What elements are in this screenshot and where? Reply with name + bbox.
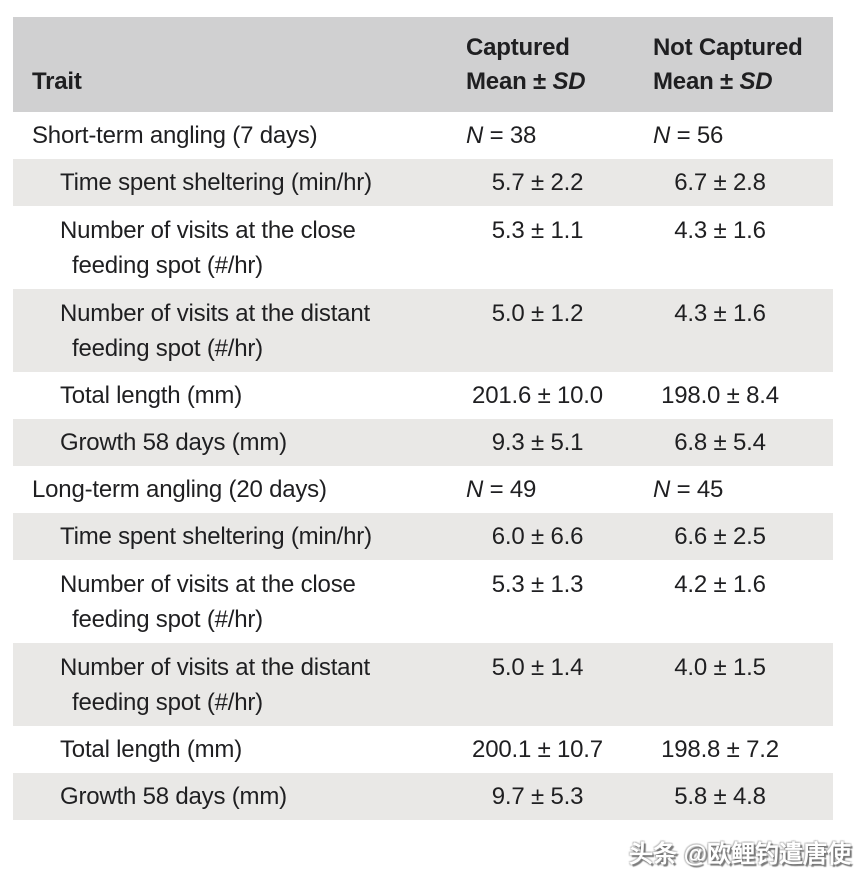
column-header-trait: Trait [32, 68, 82, 95]
captured-cell: 200.1 ± 10.7 [472, 735, 603, 763]
trait-cell: Number of visits at the close feeding spo… [13, 213, 450, 283]
table-row: Number of visits at the close feeding spo… [13, 206, 833, 289]
captured-cell: 9.7 ± 5.3 [491, 782, 584, 810]
captured-cell: 5.3 ± 1.1 [491, 217, 584, 244]
mean-label: Mean ± [653, 68, 740, 95]
not-captured-cell: 198.0 ± 8.4 [661, 381, 779, 409]
trait-cell: Long-term angling (20 days) [13, 476, 450, 504]
trait-cell: Total length (mm) [13, 382, 450, 410]
table-row: Growth 58 days (mm) 9.7 ± 5.3 5.8 ± 4.8 [13, 773, 833, 820]
not-captured-cell: N = 45 [653, 475, 724, 503]
trait-cell: Growth 58 days (mm) [13, 783, 450, 811]
n-symbol: N [653, 121, 671, 149]
trait-label: Total length (mm) [60, 735, 242, 763]
captured-cell: 5.3 ± 1.3 [491, 571, 584, 598]
not-captured-cell: 4.3 ± 1.6 [674, 217, 766, 244]
not-captured-cell: 198.8 ± 7.2 [661, 735, 779, 763]
trait-label: Time spent sheltering (min/hr) [60, 522, 372, 550]
trait-label: Time spent sheltering (min/hr) [60, 168, 372, 196]
trait-label: Long-term angling (20 days) [32, 475, 327, 503]
trait-label: Number of visits at the close [60, 217, 356, 244]
table-row: Growth 58 days (mm) 9.3 ± 5.1 6.8 ± 5.4 [13, 419, 833, 466]
trait-label: Total length (mm) [60, 381, 242, 409]
trait-label-line2: feeding spot (#/hr) [72, 606, 263, 633]
traits-table: Trait Captured Mean ± SD Not Captured Me… [13, 17, 833, 820]
column-header-captured-mean-sd: Mean ± SD [466, 65, 637, 99]
trait-label: Growth 58 days (mm) [60, 782, 287, 810]
sd-label: SD [552, 68, 586, 95]
watermark: 头条 @欧鲤钓遣唐使 [628, 841, 851, 868]
trait-cell: Number of visits at the distant feeding s… [13, 296, 450, 366]
table-row: Number of visits at the close feeding spo… [13, 560, 833, 643]
not-captured-cell: 4.0 ± 1.5 [674, 654, 766, 681]
trait-cell: Growth 58 days (mm) [13, 429, 450, 457]
not-captured-cell: 4.3 ± 1.6 [674, 300, 766, 327]
table-row: Time spent sheltering (min/hr) 6.0 ± 6.6 6… [13, 513, 833, 560]
trait-label: Number of visits at the distant [60, 654, 370, 681]
captured-cell: 5.0 ± 1.2 [491, 300, 584, 327]
trait-cell: Short-term angling (7 days) [13, 122, 450, 150]
captured-cell: 5.7 ± 2.2 [491, 168, 584, 196]
not-captured-cell: 6.8 ± 5.4 [674, 428, 766, 456]
n-symbol: N [653, 475, 671, 503]
not-captured-cell: 6.7 ± 2.8 [674, 168, 766, 196]
table-row: Long-term angling (20 days) N = 49 N = 45 [13, 466, 833, 513]
n-symbol: N [466, 475, 484, 503]
trait-label-line2: feeding spot (#/hr) [72, 335, 263, 362]
trait-cell: Total length (mm) [13, 736, 450, 764]
table-row: Short-term angling (7 days) N = 38 N = 56 [13, 112, 833, 159]
captured-cell: N = 38 [466, 121, 537, 149]
sd-label: SD [739, 68, 773, 95]
captured-cell: 201.6 ± 10.0 [472, 381, 603, 409]
trait-label: Number of visits at the close [60, 571, 356, 598]
not-captured-cell: 5.8 ± 4.8 [674, 782, 766, 810]
trait-cell: Time spent sheltering (min/hr) [13, 169, 450, 197]
table-row: Number of visits at the distant feeding s… [13, 289, 833, 372]
trait-cell: Number of visits at the distant feeding s… [13, 650, 450, 720]
trait-label: Number of visits at the distant [60, 300, 370, 327]
trait-label-line2: feeding spot (#/hr) [72, 689, 263, 716]
trait-cell: Time spent sheltering (min/hr) [13, 523, 450, 551]
trait-label: Short-term angling (7 days) [32, 121, 318, 149]
not-captured-cell: N = 56 [653, 121, 724, 149]
trait-label-line2: feeding spot (#/hr) [72, 252, 263, 279]
trait-label: Growth 58 days (mm) [60, 428, 287, 456]
column-header-captured: Captured Mean ± SD [450, 31, 637, 99]
captured-cell: 5.0 ± 1.4 [491, 654, 584, 681]
table-row: Total length (mm) 200.1 ± 10.7 198.8 ± 7.2 [13, 726, 833, 773]
not-captured-cell: 4.2 ± 1.6 [674, 571, 766, 598]
mean-label: Mean ± [466, 68, 553, 95]
table-row: Time spent sheltering (min/hr) 5.7 ± 2.2 6… [13, 159, 833, 206]
captured-cell: 6.0 ± 6.6 [491, 522, 584, 550]
n-symbol: N [466, 121, 484, 149]
captured-cell: 9.3 ± 5.1 [491, 428, 584, 456]
table-row: Number of visits at the distant feeding s… [13, 643, 833, 726]
not-captured-cell: 6.6 ± 2.5 [674, 522, 766, 550]
column-header-captured-label: Captured [466, 34, 570, 61]
column-header-not-captured-mean-sd: Mean ± SD [653, 65, 833, 99]
table-header-row: Trait Captured Mean ± SD Not Captured Me… [13, 17, 833, 112]
table-row: Total length (mm) 201.6 ± 10.0 198.0 ± 8.4 [13, 372, 833, 419]
column-header-not-captured-label: Not Captured [653, 34, 803, 61]
table-rows: Short-term angling (7 days) N = 38 N = 56 T… [13, 112, 833, 820]
column-header-not-captured: Not Captured Mean ± SD [637, 31, 833, 99]
trait-cell: Number of visits at the close feeding spo… [13, 567, 450, 637]
captured-cell: N = 49 [466, 475, 537, 503]
